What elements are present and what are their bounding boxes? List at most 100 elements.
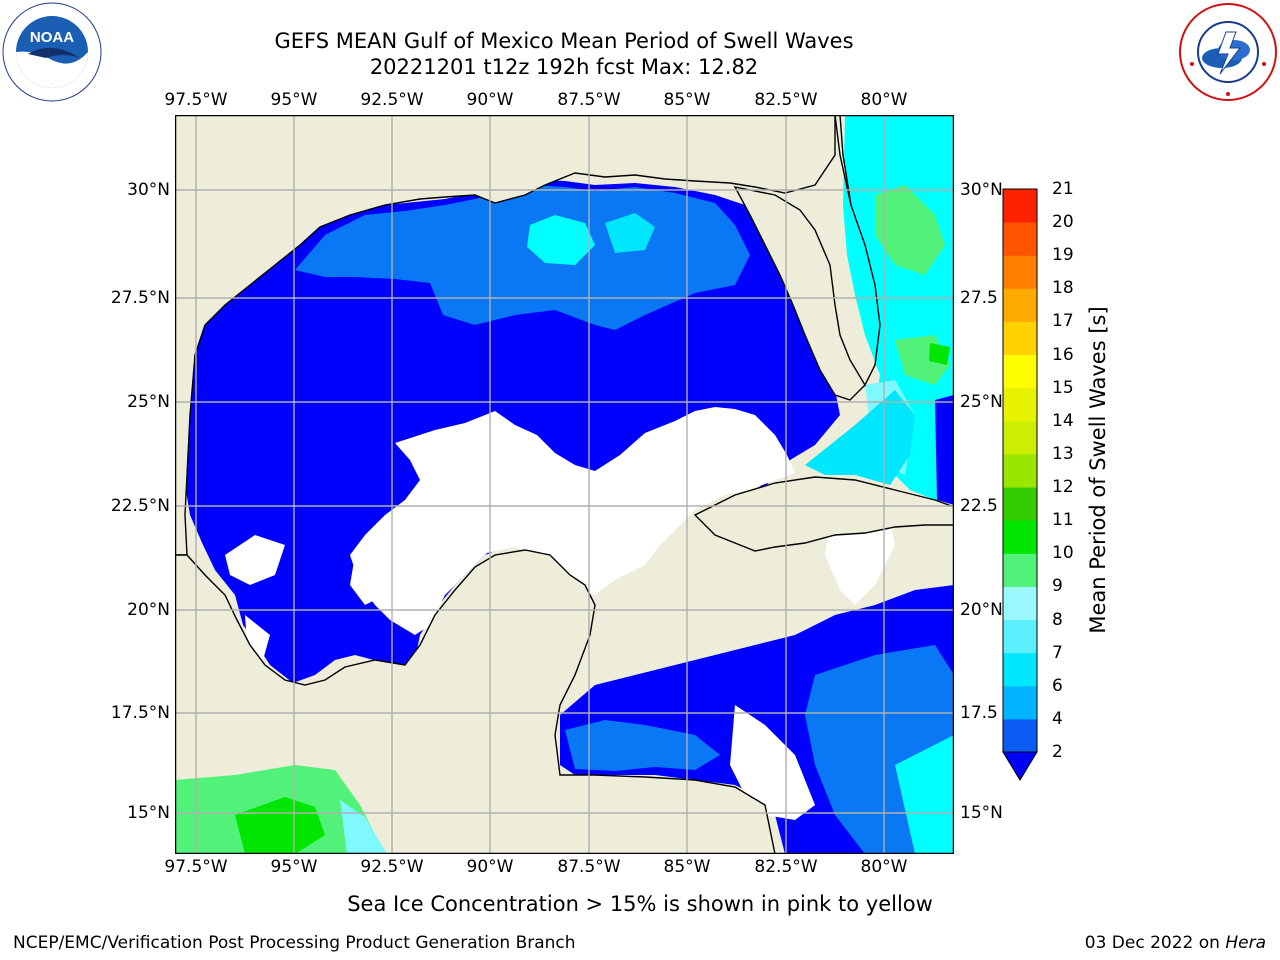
nws-logo [1178, 2, 1278, 102]
no-data-region [350, 407, 795, 635]
lon-tick-bottom: 82.5°W [754, 857, 818, 877]
lat-tick-right: 22.5 [960, 496, 998, 516]
lon-tick-top: 85°W [663, 90, 711, 110]
colorbar-band [1003, 222, 1037, 256]
colorbar-band [1003, 553, 1037, 587]
lat-tick-right: 20°N [960, 600, 1003, 620]
colorbar-tick-label: 17 [1052, 311, 1074, 332]
cyan-patch-north [527, 215, 595, 265]
atlantic-green-patch [875, 185, 945, 275]
caribbean-white [825, 515, 895, 605]
lon-tick-top: 95°W [270, 90, 318, 110]
colorbar-band [1003, 718, 1037, 753]
colorbar-band [1003, 619, 1037, 654]
colorbar-bands [1003, 189, 1037, 753]
colorbar-tick-label: 15 [1052, 377, 1074, 398]
colorbar-tick-label: 18 [1052, 278, 1074, 299]
lat-tick-left: 17.5°N [110, 703, 170, 723]
credit-line: NCEP/EMC/Verification Post Processing Pr… [13, 933, 576, 953]
lat-tick-left: 30°N [127, 180, 170, 200]
no-data-region [350, 555, 385, 605]
colorbar-tick-label: 8 [1052, 609, 1063, 630]
cuba-landmass [693, 476, 955, 552]
lon-tick-top: 80°W [860, 90, 908, 110]
colorbar-tick-label: 12 [1052, 477, 1074, 498]
lat-tick-right: 30°N [960, 180, 1003, 200]
lon-tick-bottom: 85°W [663, 857, 711, 877]
lat-tick-left: 27.5°N [110, 288, 170, 308]
colorbar-band [1003, 255, 1037, 289]
caribbean-cyan [895, 735, 954, 854]
colorbar-band [1003, 487, 1037, 521]
colorbar-tick-label: 7 [1052, 642, 1063, 663]
colorbar-tick-label: 16 [1052, 344, 1074, 365]
lon-tick-top: 90°W [466, 90, 514, 110]
chart-title: GEFS MEAN Gulf of Mexico Mean Period of … [274, 29, 854, 53]
colorbar [1002, 188, 1038, 788]
lat-tick-left: 22.5°N [110, 496, 170, 516]
florida-strait-cyan [805, 390, 915, 485]
colorbar-band [1003, 354, 1037, 389]
colorbar-tick-label: 20 [1052, 212, 1074, 233]
lon-tick-bottom: 90°W [466, 857, 514, 877]
colorbar-tick-label: 9 [1052, 576, 1063, 597]
colorbar-tick-label: 2 [1052, 742, 1063, 762]
colorbar-band [1003, 189, 1037, 223]
colorbar-band [1003, 420, 1037, 455]
map-frame [174, 114, 955, 855]
colorbar-tick-label: 4 [1052, 708, 1063, 729]
colorbar-title: Mean Period of Swell Waves [s] [1086, 306, 1110, 634]
noaa-logo: NOAA [2, 2, 102, 102]
colorbar-tick-label: 19 [1052, 245, 1074, 266]
colorbar-band [1003, 387, 1037, 422]
colorbar-tick-label: 21 [1052, 179, 1074, 199]
lon-tick-top: 87.5°W [557, 90, 621, 110]
colorbar-band [1003, 652, 1037, 687]
us-gulf-coast [174, 114, 836, 556]
colorbar-band [1003, 586, 1037, 621]
lat-tick-right: 25°N [960, 392, 1003, 412]
lon-tick-bottom: 92.5°W [360, 857, 424, 877]
colorbar-tick-label: 10 [1052, 543, 1074, 564]
chart-subtitle: 20221201 t12z 192h fcst Max: 12.82 [369, 55, 759, 79]
lon-tick-top: 92.5°W [360, 90, 424, 110]
no-data-region [225, 535, 285, 585]
caribbean-mid-band [565, 720, 720, 771]
atlantic-bright-green [929, 343, 950, 365]
lon-tick-top: 97.5°W [164, 90, 228, 110]
colorbar-tick-label: 14 [1052, 410, 1074, 431]
lat-tick-left: 20°N [127, 600, 170, 620]
colorbar-band [1003, 520, 1037, 554]
colorbar-extend-arrow [1002, 751, 1038, 781]
lon-tick-bottom: 95°W [270, 857, 318, 877]
lat-tick-right: 27.5 [960, 288, 998, 308]
colorbar-band [1003, 685, 1037, 720]
date-text: 03 Dec 2022 on [1084, 933, 1220, 953]
lat-tick-left: 25°N [127, 392, 170, 412]
map-gridlines [175, 115, 954, 854]
svg-text:NOAA: NOAA [30, 29, 74, 46]
lon-tick-top: 82.5°W [754, 90, 818, 110]
date-line: 03 Dec 2022 on Hera [1085, 933, 1266, 953]
lon-tick-bottom: 80°W [860, 857, 908, 877]
colorbar-tick-label: 11 [1052, 510, 1074, 531]
colorbar-band [1003, 453, 1037, 488]
lon-tick-bottom: 97.5°W [164, 857, 228, 877]
caribbean-white [730, 705, 815, 820]
atlantic-blue [935, 395, 954, 505]
colorbar-band [1003, 321, 1037, 356]
lat-tick-right: 17.5 [960, 703, 998, 723]
colorbar-tick-label: 6 [1052, 675, 1063, 696]
gulf-of-mexico-map [174, 114, 955, 855]
ice-note: Sea Ice Concentration > 15% is shown in … [0, 892, 1280, 916]
lon-tick-bottom: 87.5°W [557, 857, 621, 877]
machine-name: Hera [1225, 933, 1266, 953]
lat-tick-right: 15°N [960, 803, 1003, 823]
cyan-patch-north [605, 213, 655, 253]
colorbar-tick-label: 13 [1052, 443, 1074, 464]
colorbar-band [1003, 288, 1037, 322]
colorbar-frame [1002, 188, 1038, 753]
lat-tick-left: 15°N [127, 803, 170, 823]
pacific-bright-green [235, 797, 325, 854]
ice-note-text: Sea Ice Concentration > 15% is shown in … [347, 892, 933, 916]
